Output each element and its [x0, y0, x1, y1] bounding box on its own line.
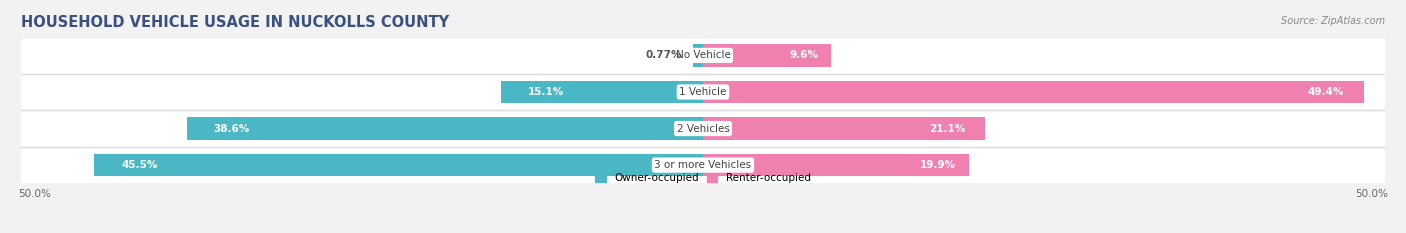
Text: 0.77%: 0.77%	[645, 50, 682, 60]
Bar	[703, 81, 1364, 103]
Text: Source: ZipAtlas.com: Source: ZipAtlas.com	[1281, 16, 1385, 26]
Bar	[21, 39, 1385, 72]
Text: 9.6%: 9.6%	[789, 50, 818, 60]
Bar	[21, 75, 1385, 108]
Bar	[703, 154, 969, 176]
Bar	[21, 112, 1385, 145]
Text: 15.1%: 15.1%	[527, 87, 564, 97]
Legend: Owner-occupied, Renter-occupied: Owner-occupied, Renter-occupied	[591, 169, 815, 188]
Text: 45.5%: 45.5%	[121, 160, 157, 170]
Text: HOUSEHOLD VEHICLE USAGE IN NUCKOLLS COUNTY: HOUSEHOLD VEHICLE USAGE IN NUCKOLLS COUN…	[21, 15, 449, 30]
Bar	[703, 117, 986, 140]
Text: 19.9%: 19.9%	[920, 160, 956, 170]
Bar	[501, 81, 703, 103]
Text: 38.6%: 38.6%	[214, 123, 250, 134]
Text: 3 or more Vehicles: 3 or more Vehicles	[654, 160, 752, 170]
Text: 1 Vehicle: 1 Vehicle	[679, 87, 727, 97]
Bar	[693, 44, 703, 67]
Bar	[21, 149, 1385, 182]
Text: 49.4%: 49.4%	[1308, 87, 1344, 97]
Bar	[703, 44, 831, 67]
Text: 21.1%: 21.1%	[929, 123, 965, 134]
Bar	[187, 117, 703, 140]
Text: 2 Vehicles: 2 Vehicles	[676, 123, 730, 134]
Text: No Vehicle: No Vehicle	[675, 50, 731, 60]
Bar	[94, 154, 703, 176]
